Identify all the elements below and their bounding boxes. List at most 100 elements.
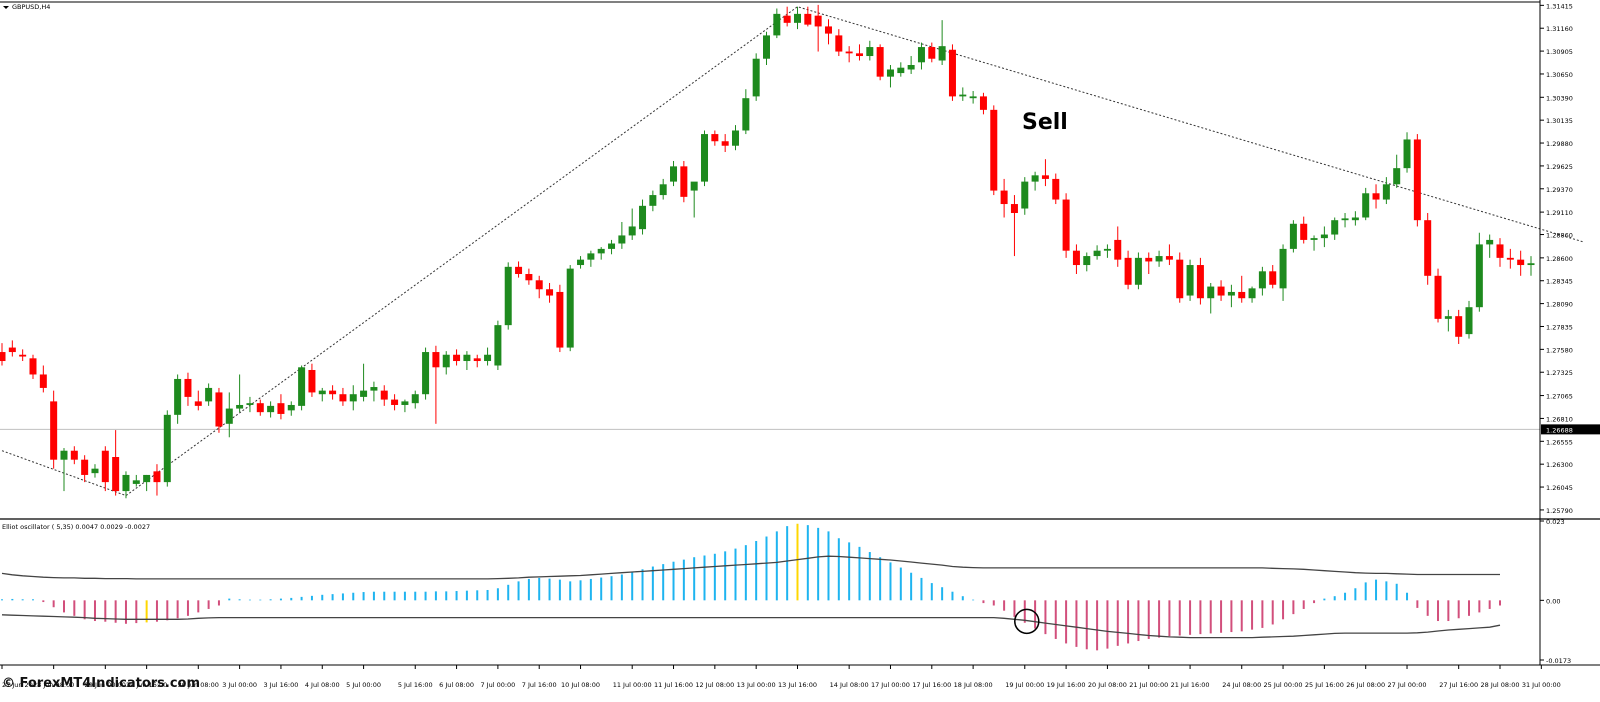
candle (1403, 132, 1411, 173)
candle (1506, 248, 1514, 269)
candle (1279, 244, 1287, 301)
candle-body (1434, 275, 1442, 319)
candle (1052, 173, 1060, 205)
candle-body (1496, 244, 1504, 258)
candle (163, 410, 171, 487)
candle (752, 53, 760, 101)
candle-body (577, 259, 585, 266)
candle (1196, 257, 1204, 305)
candle-body (484, 354, 492, 362)
candle-body (855, 53, 863, 57)
candle-body (948, 49, 956, 97)
candle-body (287, 404, 295, 411)
candle-body (215, 392, 223, 427)
candle-body (442, 354, 450, 368)
candle (132, 474, 140, 487)
candle-body (8, 347, 16, 353)
current-price-tag (1541, 424, 1600, 435)
candle (1083, 252, 1091, 272)
price-tick-label: 1.29880 (1546, 140, 1573, 148)
time-tick-label: 27 Jul 16:00 (1439, 681, 1478, 689)
candle-body (1134, 257, 1142, 285)
candle-body (132, 480, 140, 484)
candle-body (1238, 291, 1246, 299)
candle-body (1455, 316, 1463, 337)
candle (546, 282, 554, 303)
candle-body (349, 394, 357, 402)
candle-body (246, 403, 254, 405)
candle-body (897, 67, 905, 74)
candle (174, 374, 182, 424)
candle-body (732, 130, 740, 146)
candle (1114, 226, 1122, 267)
price-tick-label: 1.26555 (1546, 438, 1573, 446)
price-tick-label: 1.28090 (1546, 301, 1573, 309)
candle-body (225, 408, 233, 424)
candle-body (535, 280, 543, 290)
candle-body (1413, 139, 1421, 221)
candle-body (752, 58, 760, 97)
candle (566, 265, 574, 352)
candle (990, 105, 998, 196)
candle-body (1186, 265, 1194, 296)
candle-body (1465, 307, 1473, 335)
time-tick-label: 28 Jul 08:00 (1481, 681, 1520, 689)
candle (194, 390, 202, 411)
candle (360, 363, 368, 402)
candle-body (370, 387, 378, 391)
candle (711, 130, 719, 146)
candle (938, 20, 946, 65)
candle (370, 381, 378, 402)
candle-body (990, 109, 998, 191)
candle-body (1196, 265, 1204, 299)
time-tick-label: 3 Jul 00:00 (222, 681, 257, 689)
time-tick-label: 11 Jul 16:00 (654, 681, 693, 689)
candle (1269, 265, 1277, 289)
candle (112, 430, 120, 496)
candle-body (1072, 250, 1080, 266)
candle (525, 268, 533, 285)
candle-body (546, 289, 554, 296)
candle (1320, 226, 1328, 248)
candle-body (205, 387, 213, 402)
candle-body (422, 352, 430, 395)
candle-body (1269, 271, 1277, 285)
time-tick-label: 27 Jul 00:00 (1388, 681, 1427, 689)
candle-body (959, 94, 967, 97)
chart-menu-triangle-icon (3, 6, 9, 9)
price-tick-label: 1.29370 (1546, 186, 1573, 194)
candle (60, 448, 68, 492)
candle-body (824, 26, 832, 34)
candle-body (401, 401, 409, 405)
time-tick-label: 19 Jul 16:00 (1047, 681, 1086, 689)
candle (1021, 177, 1029, 215)
candle (639, 199, 647, 235)
candle (1165, 244, 1173, 266)
candle-body (411, 394, 419, 404)
candle-body (453, 354, 461, 362)
candle-body (143, 474, 151, 483)
candle (504, 262, 512, 330)
candle (70, 446, 78, 465)
candle (1041, 159, 1049, 187)
osc-upper-signal-line (1, 555, 1500, 580)
candle-body (845, 51, 853, 54)
candle-body (979, 96, 987, 110)
candle (1424, 213, 1432, 285)
candle-body (711, 134, 719, 142)
candle (401, 399, 409, 413)
candle-body (1517, 259, 1525, 266)
candle (1372, 184, 1380, 209)
price-tick-label: 1.28600 (1546, 255, 1573, 263)
price-tick-label: 1.31160 (1546, 25, 1573, 33)
candle-body (1506, 257, 1514, 260)
candle (287, 401, 295, 416)
candle (763, 31, 770, 65)
candle-body (515, 266, 523, 275)
candle (422, 347, 430, 400)
candle-body (1372, 193, 1380, 200)
candle-body (318, 390, 326, 395)
candle-body (463, 354, 471, 362)
candle (948, 44, 956, 101)
candle (835, 29, 843, 57)
